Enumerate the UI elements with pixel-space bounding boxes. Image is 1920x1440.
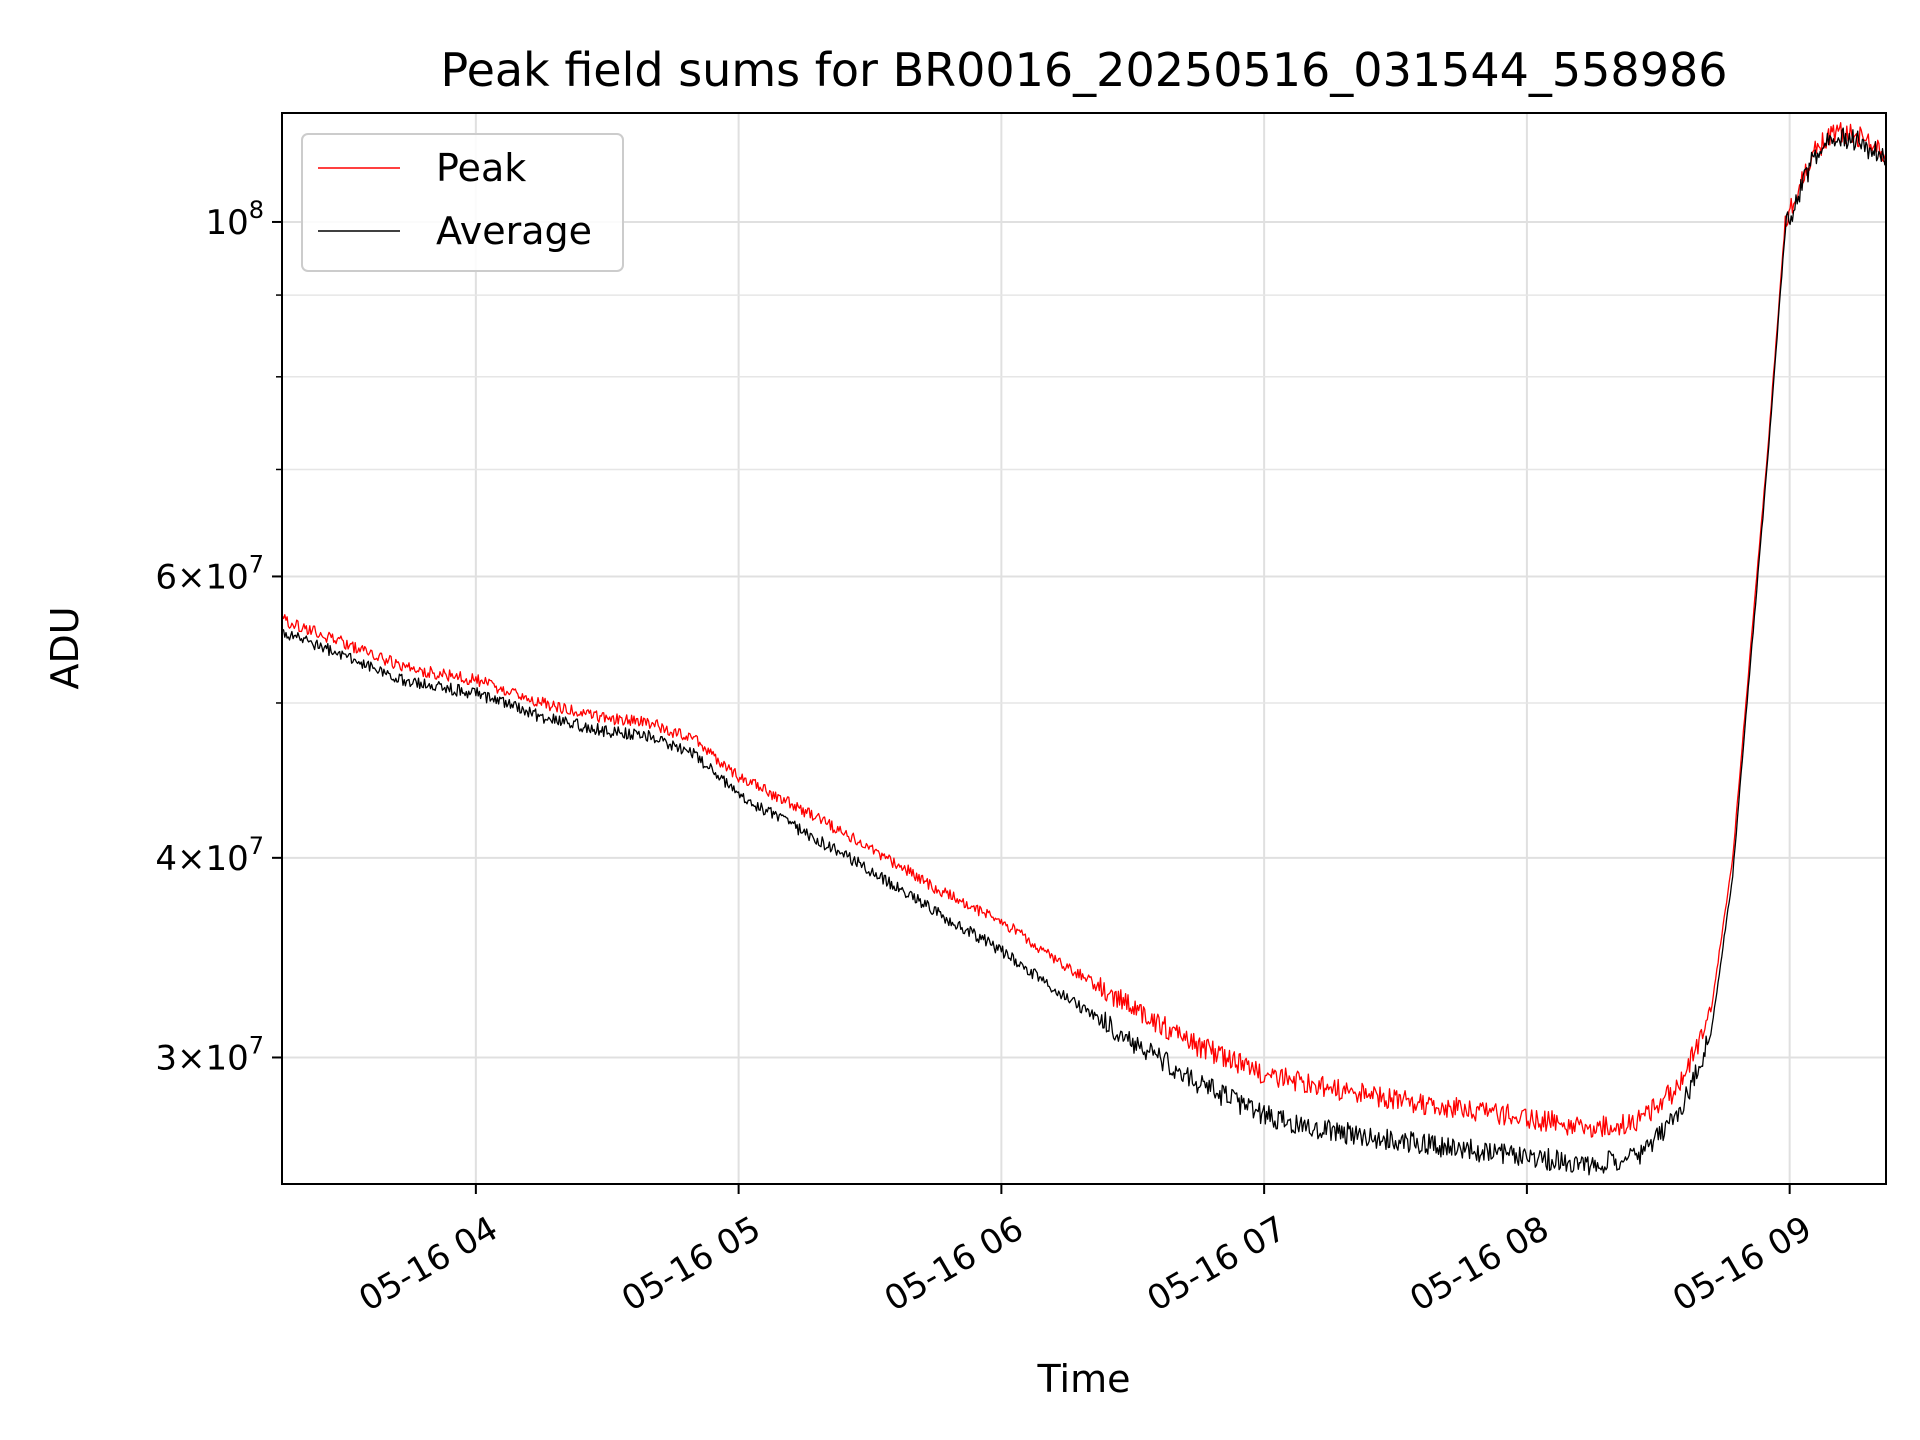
y-tick-label: 108 <box>205 196 264 243</box>
grid <box>282 113 1886 1184</box>
series-line-average <box>282 127 1886 1176</box>
series-lines <box>282 122 1886 1176</box>
plot-area <box>281 112 1887 1185</box>
y-tick-label: 4×107 <box>155 832 264 879</box>
y-tick-label: 3×107 <box>155 1031 264 1078</box>
legend-label-average: Average <box>436 209 592 253</box>
chart-title: Peak field sums for BR0016_20250516_0315… <box>440 43 1727 97</box>
y-tick-label: 6×107 <box>155 550 264 597</box>
x-axis-label: Time <box>1037 1357 1131 1401</box>
series-line-peak <box>282 122 1886 1138</box>
y-axis-label: ADU <box>43 606 87 689</box>
legend: Peak Average <box>301 133 624 272</box>
legend-label-peak: Peak <box>436 146 526 190</box>
